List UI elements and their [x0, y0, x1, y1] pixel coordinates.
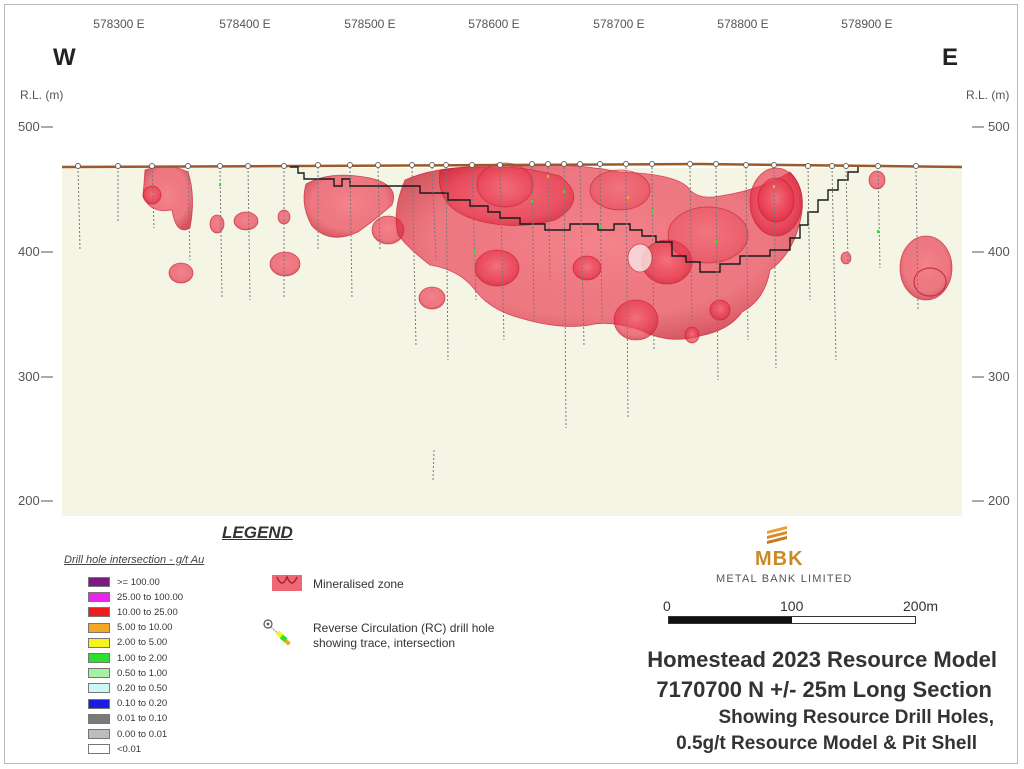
east-label: E	[942, 44, 959, 71]
grade-label: 0.10 to 0.20	[117, 698, 168, 710]
grade-legend-row: 5.00 to 10.00	[88, 622, 172, 634]
grade-swatch	[88, 607, 110, 618]
drill-hole-traces	[77, 166, 919, 481]
grade-legend-row: 1.00 to 2.00	[88, 652, 167, 664]
elevation-label-left: 400	[18, 244, 40, 259]
grade-label: >= 100.00	[117, 576, 160, 588]
grade-label: 2.00 to 5.00	[117, 637, 168, 649]
elevation-label-left: 300	[18, 369, 40, 384]
scale-label-200: 200m	[903, 598, 939, 614]
grade-legend-row: 2.00 to 5.00	[88, 637, 167, 649]
rl-label-left: R.L. (m)	[20, 88, 64, 102]
grade-swatch	[88, 622, 110, 633]
elevation-label-right: 300	[988, 369, 1010, 384]
grade-swatch	[88, 729, 110, 739]
scale-label-0: 0	[663, 598, 671, 614]
scale-label-100: 100	[780, 598, 804, 614]
grade-swatch	[88, 744, 110, 755]
title-line-3: Showing Resource Drill Holes,	[718, 707, 994, 728]
rc-drill-hole-icon	[263, 619, 291, 646]
mineralised-zones	[142, 162, 953, 344]
grade-legend-row: 0.50 to 1.00	[88, 667, 167, 679]
grade-label: 1.00 to 2.00	[117, 652, 168, 664]
grade-legend-row: >= 100.00	[88, 576, 160, 588]
logo-subtitle: METAL BANK LIMITED	[716, 573, 853, 585]
west-label: W	[53, 44, 76, 71]
title-line-2: 7170700 N +/- 25m Long Section	[656, 677, 992, 702]
title-line-4: 0.5g/t Resource Model & Pit Shell	[676, 733, 977, 754]
grade-swatch	[88, 683, 110, 694]
grade-legend-row: <0.01	[88, 743, 141, 755]
easting-label: 578300 E	[93, 17, 145, 31]
logo-name: MBK	[755, 548, 804, 570]
easting-label: 578500 E	[344, 17, 396, 31]
grade-label: 5.00 to 10.00	[117, 622, 173, 634]
mbk-logo-icon	[767, 526, 787, 544]
easting-label: 578700 E	[593, 17, 645, 31]
easting-label: 578900 E	[841, 17, 893, 31]
rc-drill-hole-label-line2: showing trace, intersection	[313, 636, 456, 650]
legend-title: LEGEND	[222, 523, 293, 542]
easting-label: 578800 E	[717, 17, 769, 31]
grade-label: 0.00 to 0.01	[117, 728, 168, 740]
grade-label: 0.20 to 0.50	[117, 682, 168, 694]
grade-label: 25.00 to 100.00	[117, 591, 184, 603]
intersection-marks	[219, 183, 879, 253]
grade-label: <0.01	[117, 743, 142, 755]
intersection-marks-orange	[547, 175, 775, 199]
grade-legend-row: 0.10 to 0.20	[88, 698, 167, 710]
grade-swatch	[88, 637, 110, 648]
easting-label: 578600 E	[468, 17, 520, 31]
scale-bar-fill	[669, 617, 792, 623]
rc-drill-hole-label: Reverse Circulation (RC) drill hole show…	[313, 621, 494, 651]
elevation-label-left: 200	[18, 493, 40, 508]
elevation-label-right: 400	[988, 244, 1010, 259]
legend-subtitle: Drill hole intersection - g/t Au	[64, 554, 205, 566]
title-line-1: Homestead 2023 Resource Model	[647, 647, 997, 672]
mineralised-zone-label: Mineralised zone	[313, 577, 404, 591]
grade-legend-row: 25.00 to 100.00	[88, 591, 183, 603]
grade-legend-row: 0.01 to 0.10	[88, 713, 167, 725]
grade-swatch	[88, 592, 110, 603]
grade-label: 0.01 to 0.10	[117, 713, 168, 725]
mineralised-zone-swatch	[272, 575, 302, 591]
grade-swatch	[88, 577, 110, 587]
easting-label: 578400 E	[219, 17, 271, 31]
grade-label: 10.00 to 25.00	[117, 606, 178, 618]
scale-bar	[668, 616, 916, 624]
grade-swatch	[88, 653, 110, 663]
grade-swatch	[88, 668, 110, 679]
pit-shell	[290, 166, 859, 273]
drill-hole-collars	[75, 161, 919, 169]
grade-swatch	[88, 698, 110, 709]
grade-label: 0.50 to 1.00	[117, 667, 168, 679]
figure-frame	[4, 4, 1018, 764]
grade-legend-row: 10.00 to 25.00	[88, 606, 178, 618]
rc-drill-hole-label-line1: Reverse Circulation (RC) drill hole	[313, 621, 495, 635]
elevation-label-right: 200	[988, 493, 1010, 508]
rl-label-right: R.L. (m)	[966, 88, 1010, 102]
elevation-ticks	[41, 126, 984, 502]
grade-legend-row: 0.00 to 0.01	[88, 728, 167, 740]
elevation-label-right: 500	[988, 119, 1010, 134]
elevation-label-left: 500	[18, 119, 40, 134]
grade-swatch	[88, 713, 110, 724]
grade-legend-row: 0.20 to 0.50	[88, 682, 167, 694]
